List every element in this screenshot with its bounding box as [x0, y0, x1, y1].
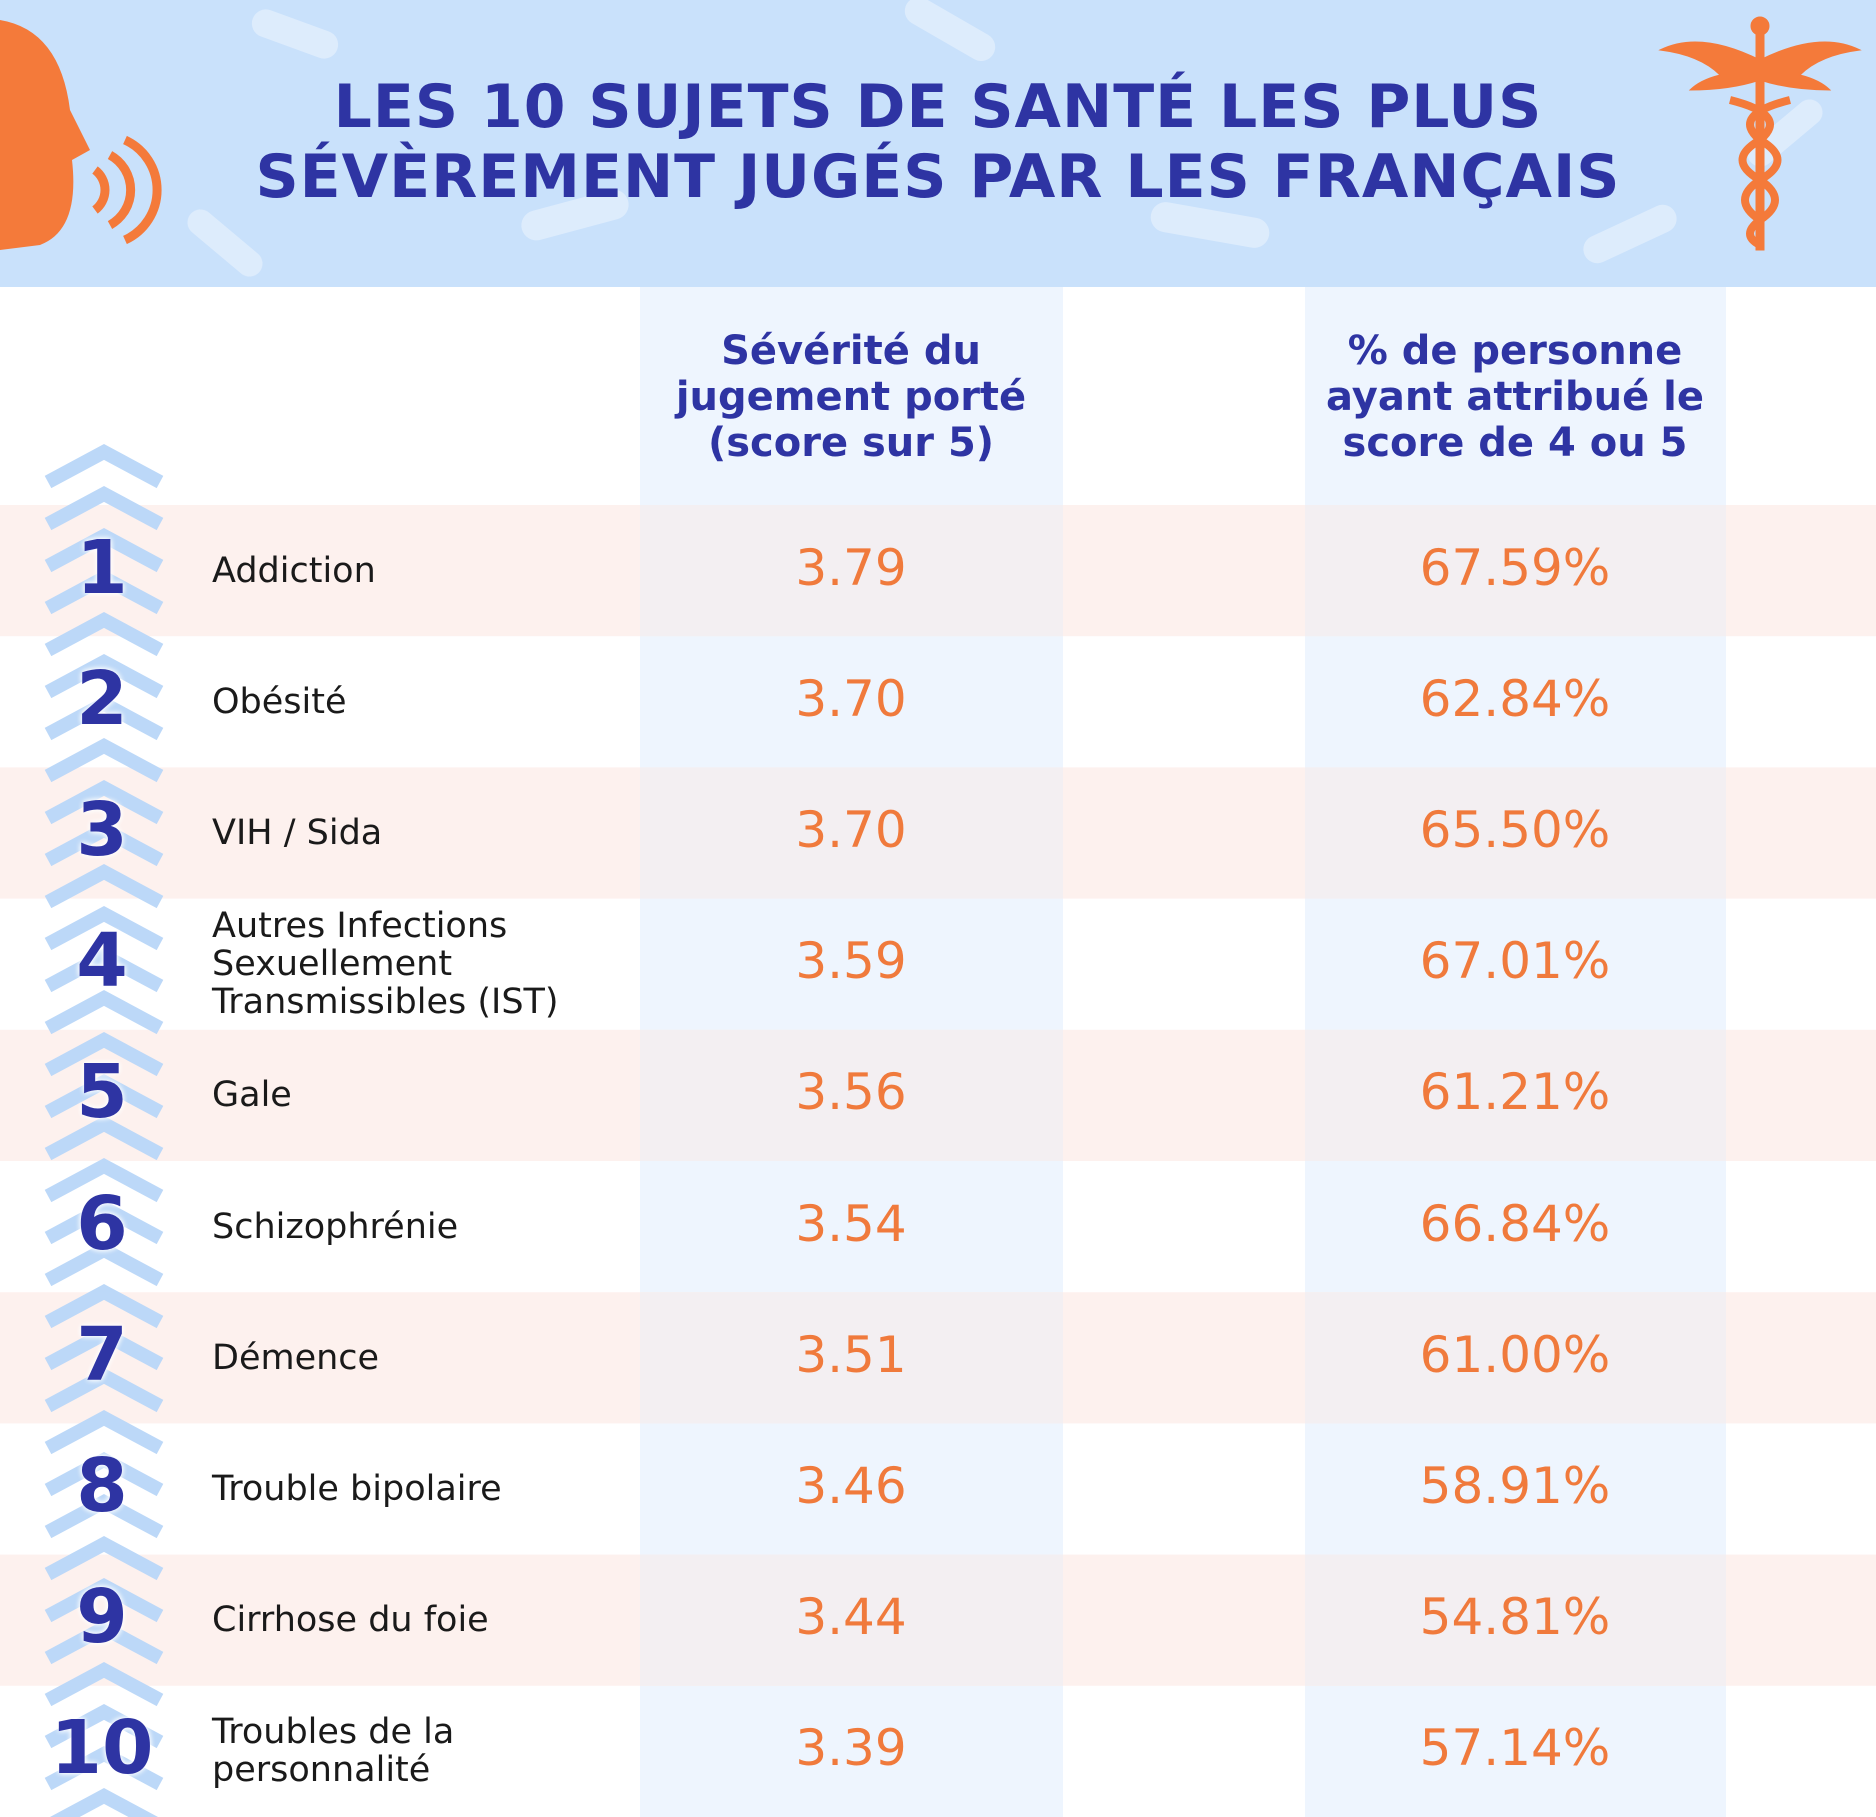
chevron — [44, 1158, 164, 1203]
percent-value: 66.84% — [1419, 1194, 1611, 1253]
row-label: Schizophrénie — [212, 1206, 459, 1247]
rank-number: 10 — [50, 1705, 154, 1792]
percent-value: 67.59% — [1419, 538, 1611, 597]
percent-value: 57.14% — [1419, 1719, 1611, 1778]
row-label: Gale — [212, 1075, 292, 1116]
chevron — [44, 1536, 164, 1581]
chevron — [44, 1116, 164, 1161]
chevron — [44, 990, 164, 1035]
row-band-cross — [1305, 767, 1726, 899]
table-background — [0, 287, 1876, 1817]
row-band-cross — [1305, 1029, 1726, 1161]
percent-value: 67.01% — [1419, 932, 1611, 991]
chevron — [44, 864, 164, 909]
column-header: % de personne ayant attribué le score de… — [1325, 328, 1705, 466]
row-band-cross — [640, 1292, 1063, 1424]
chevron — [44, 1704, 164, 1749]
score-value: 3.70 — [795, 801, 907, 859]
chevron — [44, 906, 164, 951]
row-band-cross — [640, 767, 1063, 899]
chevron — [44, 1200, 164, 1245]
chevron — [44, 654, 164, 699]
caduceus-icon — [1658, 16, 1862, 251]
rank-number: 5 — [76, 1049, 128, 1136]
score-value: 3.79 — [795, 538, 907, 597]
chevron — [44, 1242, 164, 1287]
rank-number: 1 — [76, 524, 128, 611]
row-label: Autres Infections Sexuellement Transmiss… — [212, 906, 559, 1023]
chevron — [44, 1578, 164, 1623]
row-label: Obésité — [212, 681, 347, 722]
row-label: VIH / Sida — [212, 813, 383, 853]
chevron — [44, 696, 164, 741]
row-band-cross — [1305, 1554, 1726, 1686]
chevron — [44, 570, 164, 615]
score-value: 3.51 — [795, 1325, 907, 1384]
row-band-cross — [640, 1029, 1063, 1161]
row-label: Troubles de la personnalité — [212, 1712, 455, 1791]
title-line: SÉVÈREMENT JUGÉS PAR LES FRANÇAIS — [255, 142, 1621, 212]
column-header: Sévérité du jugement porté (score sur 5) — [675, 328, 1027, 466]
score-value: 3.56 — [795, 1063, 907, 1122]
score-value: 3.44 — [795, 1588, 907, 1647]
rank-number: 6 — [76, 1180, 128, 1267]
percent-value: 62.84% — [1419, 669, 1611, 728]
chevron — [44, 780, 164, 825]
chevron — [44, 444, 164, 489]
chevron — [49, 1788, 159, 1817]
rank-number: 4 — [76, 918, 128, 1005]
chevron — [44, 528, 164, 573]
row-band-cross — [640, 1554, 1063, 1686]
chevron — [44, 1368, 164, 1413]
chevron — [44, 948, 164, 993]
title-line: LES 10 SUJETS DE SANTÉ LES PLUS — [333, 72, 1543, 142]
row-band-cross — [1305, 1292, 1726, 1424]
chevron — [44, 1032, 164, 1077]
row-label: Addiction — [212, 550, 376, 591]
chevron — [44, 1284, 164, 1329]
chevron — [44, 1662, 164, 1707]
chevron — [44, 1620, 164, 1665]
score-value: 3.39 — [795, 1719, 907, 1778]
rank-number: 9 — [76, 1574, 128, 1661]
percent-value: 58.91% — [1419, 1457, 1611, 1515]
face-icon — [0, 20, 162, 250]
chevron — [44, 1410, 164, 1455]
score-value: 3.46 — [795, 1457, 907, 1515]
header-pattern — [187, 0, 1823, 277]
row-label: Démence — [212, 1337, 380, 1378]
percent-value: 61.00% — [1419, 1325, 1611, 1384]
chevron — [44, 612, 164, 657]
chevron — [44, 486, 164, 531]
percent-value: 54.81% — [1419, 1588, 1611, 1647]
chevron — [44, 738, 164, 783]
row-label: Trouble bipolaire — [212, 1469, 502, 1509]
chevron-strip — [44, 444, 164, 1817]
score-value: 3.54 — [795, 1194, 907, 1253]
row-band-cross — [640, 505, 1063, 637]
chevron — [44, 1746, 164, 1791]
chevron — [44, 1452, 164, 1497]
rank-number: 7 — [76, 1311, 128, 1398]
rank-number: 8 — [76, 1443, 128, 1529]
score-value: 3.70 — [795, 669, 907, 728]
percent-value: 65.50% — [1419, 801, 1611, 859]
score-value: 3.59 — [795, 932, 907, 991]
rank-number: 3 — [76, 787, 128, 873]
chevron — [44, 1074, 164, 1119]
rank-number: 2 — [76, 655, 128, 742]
chevron — [44, 1494, 164, 1539]
percent-value: 61.21% — [1419, 1063, 1611, 1122]
chevron — [44, 1326, 164, 1371]
row-label: Cirrhose du foie — [212, 1600, 489, 1641]
chevron — [44, 822, 164, 867]
row-band-cross — [1305, 505, 1726, 637]
